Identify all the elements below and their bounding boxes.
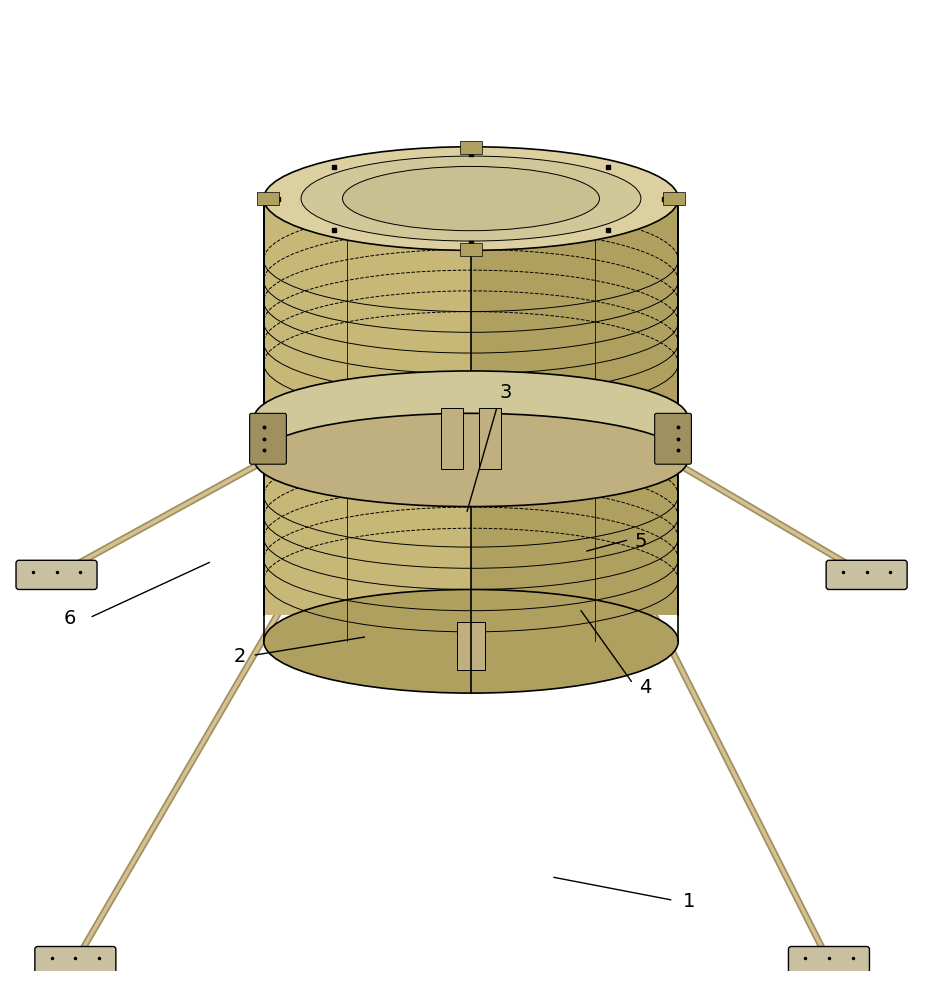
Bar xyxy=(457,622,485,670)
FancyBboxPatch shape xyxy=(826,560,907,589)
Ellipse shape xyxy=(254,371,688,464)
FancyBboxPatch shape xyxy=(250,413,286,464)
Ellipse shape xyxy=(264,589,678,693)
FancyBboxPatch shape xyxy=(264,199,471,615)
FancyBboxPatch shape xyxy=(264,199,678,615)
FancyBboxPatch shape xyxy=(16,560,97,589)
Text: 1: 1 xyxy=(683,892,695,911)
Text: 2: 2 xyxy=(234,647,246,666)
Text: 3: 3 xyxy=(499,383,512,402)
Bar xyxy=(460,141,482,154)
Bar xyxy=(479,408,501,469)
Bar xyxy=(663,192,686,205)
FancyBboxPatch shape xyxy=(471,199,678,615)
Text: 4: 4 xyxy=(639,678,651,697)
Bar xyxy=(460,243,482,256)
Ellipse shape xyxy=(254,413,688,507)
Bar xyxy=(441,408,463,469)
Text: 6: 6 xyxy=(64,609,76,628)
Ellipse shape xyxy=(343,166,599,231)
FancyBboxPatch shape xyxy=(35,947,116,976)
Bar xyxy=(256,192,279,205)
FancyBboxPatch shape xyxy=(655,413,691,464)
Ellipse shape xyxy=(301,156,641,241)
FancyBboxPatch shape xyxy=(788,947,869,976)
FancyBboxPatch shape xyxy=(254,418,688,460)
Ellipse shape xyxy=(264,147,678,250)
Text: 5: 5 xyxy=(635,532,647,551)
